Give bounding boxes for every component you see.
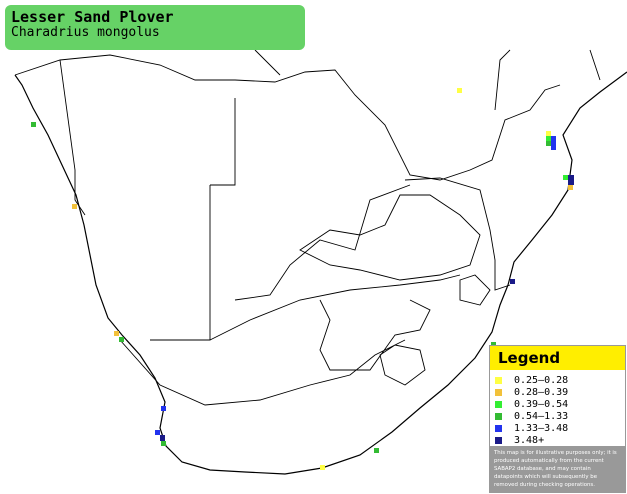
legend-swatch (495, 412, 502, 420)
legend-entry: 0.54–1.33 (495, 410, 625, 422)
legend-entry: 3.48+ (495, 434, 625, 446)
subtitle: Charadrius mongolus (11, 25, 160, 40)
record (510, 279, 515, 284)
legend-swatch (495, 376, 502, 384)
legend-entry: 0.25–0.28 (495, 374, 625, 386)
legend-label: 3.48+ (514, 434, 545, 446)
record (119, 337, 124, 342)
legend-swatch (495, 424, 502, 432)
record (546, 141, 551, 146)
record (160, 435, 165, 441)
record (551, 136, 556, 150)
title-box: Lesser Sand Plover Charadrius mongolus (5, 5, 305, 50)
legend-entry: 1.33–3.48 (495, 422, 625, 434)
legend-title: Legend (490, 346, 625, 370)
legend-label: 0.28–0.39 (514, 386, 569, 398)
province-border (59, 59, 491, 406)
record (31, 122, 36, 127)
coastline (14, 71, 627, 475)
record (72, 204, 77, 209)
record (457, 88, 462, 93)
record (155, 430, 160, 435)
legend-swatch (495, 400, 502, 408)
country-border (14, 54, 561, 181)
legend-entry: 0.28–0.39 (495, 386, 625, 398)
record (568, 175, 574, 185)
country-border (150, 98, 511, 341)
legend-entries: 0.25–0.28 0.28–0.39 0.39–0.54 0.54–1.33 1.33… (490, 370, 625, 446)
legend-swatch (495, 436, 502, 444)
disclaimer: This map is for illustrative purposes on… (490, 446, 625, 492)
legend-label: 0.39–0.54 (514, 398, 569, 410)
legend-swatch (495, 388, 502, 396)
record (161, 441, 166, 446)
records (31, 88, 574, 470)
record (374, 448, 379, 453)
legend: Legend 0.25–0.28 0.28–0.39 0.39–0.54 0.54–1… (489, 345, 626, 493)
record (546, 136, 551, 141)
record (563, 175, 568, 180)
record (114, 331, 119, 336)
legend-entry: 0.39–0.54 (495, 398, 625, 410)
record (568, 185, 573, 190)
record (546, 131, 551, 136)
record (161, 406, 166, 411)
record (491, 342, 496, 347)
legend-label: 0.54–1.33 (514, 410, 569, 422)
record (320, 465, 325, 470)
legend-label: 1.33–3.48 (514, 422, 569, 434)
title: Lesser Sand Plover (11, 8, 174, 26)
country-border (254, 49, 601, 111)
legend-label: 0.25–0.28 (514, 374, 569, 386)
